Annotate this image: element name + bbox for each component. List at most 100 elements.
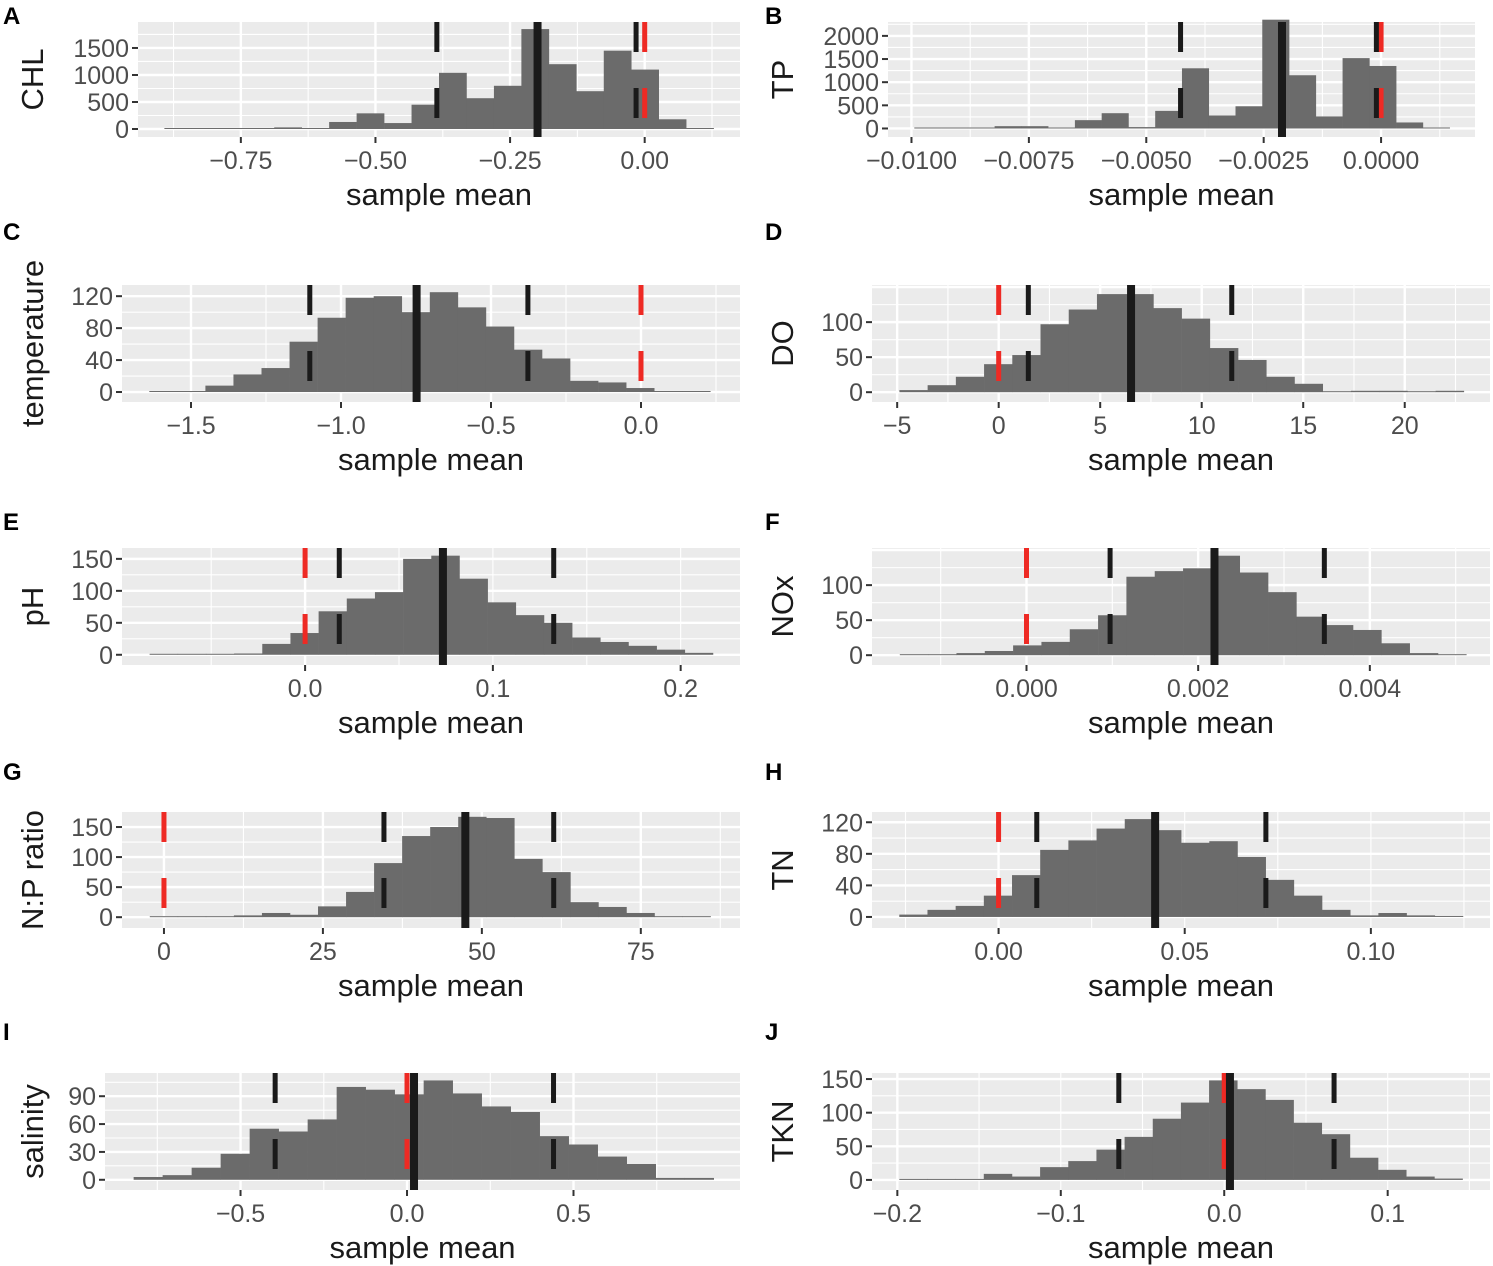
y-axis-title: TN bbox=[765, 849, 800, 890]
histogram-bar bbox=[205, 385, 234, 393]
x-tick-label: −5 bbox=[883, 412, 912, 440]
histogram-bar bbox=[261, 912, 291, 918]
x-axis-title: sample mean bbox=[329, 1230, 515, 1265]
x-tick-label: 25 bbox=[309, 938, 337, 966]
histogram-bar bbox=[655, 1177, 685, 1180]
y-tick-label: 100 bbox=[821, 1100, 863, 1128]
y-tick-label: 50 bbox=[835, 344, 863, 372]
histogram-bar bbox=[899, 390, 928, 393]
x-axis-title: sample mean bbox=[346, 177, 532, 212]
histogram-bar bbox=[1209, 841, 1238, 917]
y-tick-label: 100 bbox=[71, 578, 113, 606]
histogram-bar bbox=[1293, 895, 1323, 917]
y-axis-title: N:P ratio bbox=[15, 810, 50, 930]
histogram-bar bbox=[289, 914, 319, 918]
x-tick-label: −0.50 bbox=[344, 147, 407, 175]
histogram-bar bbox=[1096, 828, 1126, 917]
histogram-bar bbox=[1239, 572, 1269, 656]
histogram-bar bbox=[984, 650, 1014, 656]
y-tick-label: 150 bbox=[71, 546, 113, 574]
histogram-bar bbox=[219, 128, 248, 130]
y-tick-label: 0 bbox=[865, 115, 879, 143]
panel-letter: H bbox=[765, 759, 782, 786]
histogram-bar bbox=[956, 653, 986, 656]
histogram-bar bbox=[205, 653, 235, 655]
histogram-bar bbox=[220, 1153, 250, 1180]
y-tick-label: 80 bbox=[85, 315, 113, 343]
histogram-bar bbox=[1406, 1176, 1435, 1180]
histogram-bar bbox=[1040, 324, 1070, 393]
histogram-bar bbox=[1378, 913, 1407, 917]
histogram-bar bbox=[1434, 1178, 1463, 1180]
histogram-bar bbox=[278, 1131, 308, 1180]
histogram-bar bbox=[682, 916, 711, 918]
y-tick-label: 1500 bbox=[823, 46, 879, 74]
histogram-bar bbox=[1350, 390, 1380, 393]
histogram-bar bbox=[1353, 629, 1382, 656]
histogram-bar bbox=[1265, 1099, 1294, 1180]
histogram-bar bbox=[1294, 383, 1324, 393]
y-tick-label: 60 bbox=[68, 1111, 96, 1139]
histogram-bar bbox=[682, 391, 711, 393]
histogram-bar bbox=[485, 326, 515, 393]
y-tick-label: 1500 bbox=[73, 35, 129, 63]
histogram-bar bbox=[1268, 592, 1297, 656]
x-tick-label: 50 bbox=[468, 938, 496, 966]
histogram-bar bbox=[1040, 849, 1069, 917]
histogram-bar bbox=[1126, 576, 1156, 656]
panel-d: −5 0 5 10 15 20 0 50 100 sample mean DO D bbox=[765, 219, 1490, 477]
histogram-bar bbox=[365, 1089, 395, 1180]
x-tick-label: −0.0025 bbox=[1218, 147, 1309, 175]
x-tick-label: −0.0050 bbox=[1101, 147, 1192, 175]
histogram-bar bbox=[983, 1173, 1013, 1180]
y-tick-label: 120 bbox=[71, 283, 113, 311]
histogram-bar bbox=[1322, 391, 1352, 393]
x-tick-label: −0.5 bbox=[466, 412, 515, 440]
histogram-bar bbox=[346, 891, 375, 918]
histogram-bar bbox=[439, 72, 467, 130]
histogram-bar bbox=[1068, 309, 1098, 393]
histogram-bar bbox=[403, 558, 432, 655]
histogram-bar bbox=[1378, 1169, 1407, 1180]
histogram-bar bbox=[626, 388, 655, 393]
histogram-bar bbox=[1349, 1157, 1379, 1180]
y-axis-title: TKN bbox=[765, 1101, 800, 1163]
panel-letter: D bbox=[765, 219, 782, 246]
y-axis-title: pH bbox=[15, 587, 50, 627]
histogram-bar bbox=[658, 119, 687, 130]
x-axis-title: sample mean bbox=[1088, 1230, 1274, 1265]
histogram-bar bbox=[162, 1175, 192, 1180]
histogram-bar bbox=[568, 1144, 598, 1180]
histogram-bar bbox=[1181, 318, 1211, 393]
y-tick-label: 2000 bbox=[823, 23, 879, 51]
y-tick-label: 0 bbox=[115, 116, 129, 144]
x-tick-label: 0.0 bbox=[624, 412, 659, 440]
y-tick-label: 30 bbox=[68, 1139, 96, 1167]
histogram-bar bbox=[452, 1093, 482, 1180]
histogram-bar bbox=[1069, 629, 1099, 656]
x-tick-label: 0 bbox=[992, 412, 1006, 440]
histogram-bar bbox=[457, 307, 487, 393]
histogram-bar bbox=[1208, 115, 1236, 129]
histogram-bar bbox=[317, 317, 346, 393]
histogram-bar bbox=[927, 1178, 956, 1180]
histogram-bar bbox=[899, 1178, 928, 1180]
histogram-bar bbox=[1238, 359, 1267, 393]
histogram-bar bbox=[1021, 126, 1049, 129]
y-axis-title: DO bbox=[765, 320, 800, 367]
histogram-bar bbox=[459, 578, 488, 655]
y-axis-title: temperature bbox=[15, 260, 50, 427]
histogram-bar bbox=[1396, 122, 1424, 129]
x-tick-label: −1.5 bbox=[166, 412, 215, 440]
histogram-bar bbox=[1096, 294, 1126, 393]
histogram-bar bbox=[261, 368, 290, 393]
x-tick-label: −0.5 bbox=[216, 1200, 265, 1228]
x-tick-label: 0.05 bbox=[1160, 938, 1209, 966]
histogram-bar bbox=[1379, 390, 1408, 393]
y-tick-label: 0 bbox=[99, 642, 113, 670]
histogram-bar bbox=[246, 128, 275, 130]
histogram-bar bbox=[133, 1177, 163, 1180]
histogram-bar bbox=[1409, 653, 1439, 656]
histogram-bar bbox=[597, 1156, 627, 1180]
